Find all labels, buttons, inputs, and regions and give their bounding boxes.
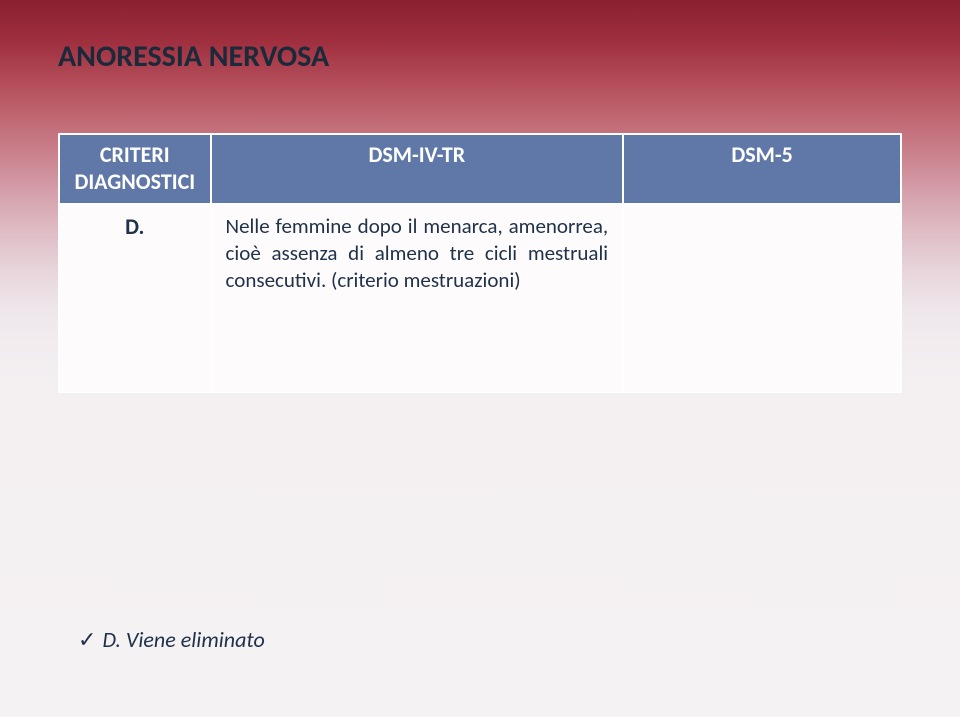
slide: ANORESSIA NERVOSA CRITERI DIAGNOSTICI DS… (0, 0, 960, 717)
cell-dsm4: Nelle femmine dopo il menarca, amenorrea… (211, 204, 624, 392)
cell-dsm5 (623, 204, 901, 392)
check-icon: ✓ (78, 627, 96, 652)
table-row: D. Nelle femmine dopo il menarca, amenor… (59, 204, 901, 392)
slide-title: ANORESSIA NERVOSA (58, 38, 902, 75)
footnote: ✓D. Viene eliminato (78, 626, 265, 653)
header-dsm4: DSM-IV-TR (211, 134, 624, 204)
criteria-table: CRITERI DIAGNOSTICI DSM-IV-TR DSM-5 D. N… (58, 133, 902, 393)
header-dsm5: DSM-5 (623, 134, 901, 204)
row-label: D. (59, 204, 211, 392)
header-row-label: CRITERI DIAGNOSTICI (59, 134, 211, 204)
table-header-row: CRITERI DIAGNOSTICI DSM-IV-TR DSM-5 (59, 134, 901, 204)
footnote-text: D. Viene eliminato (102, 626, 264, 653)
